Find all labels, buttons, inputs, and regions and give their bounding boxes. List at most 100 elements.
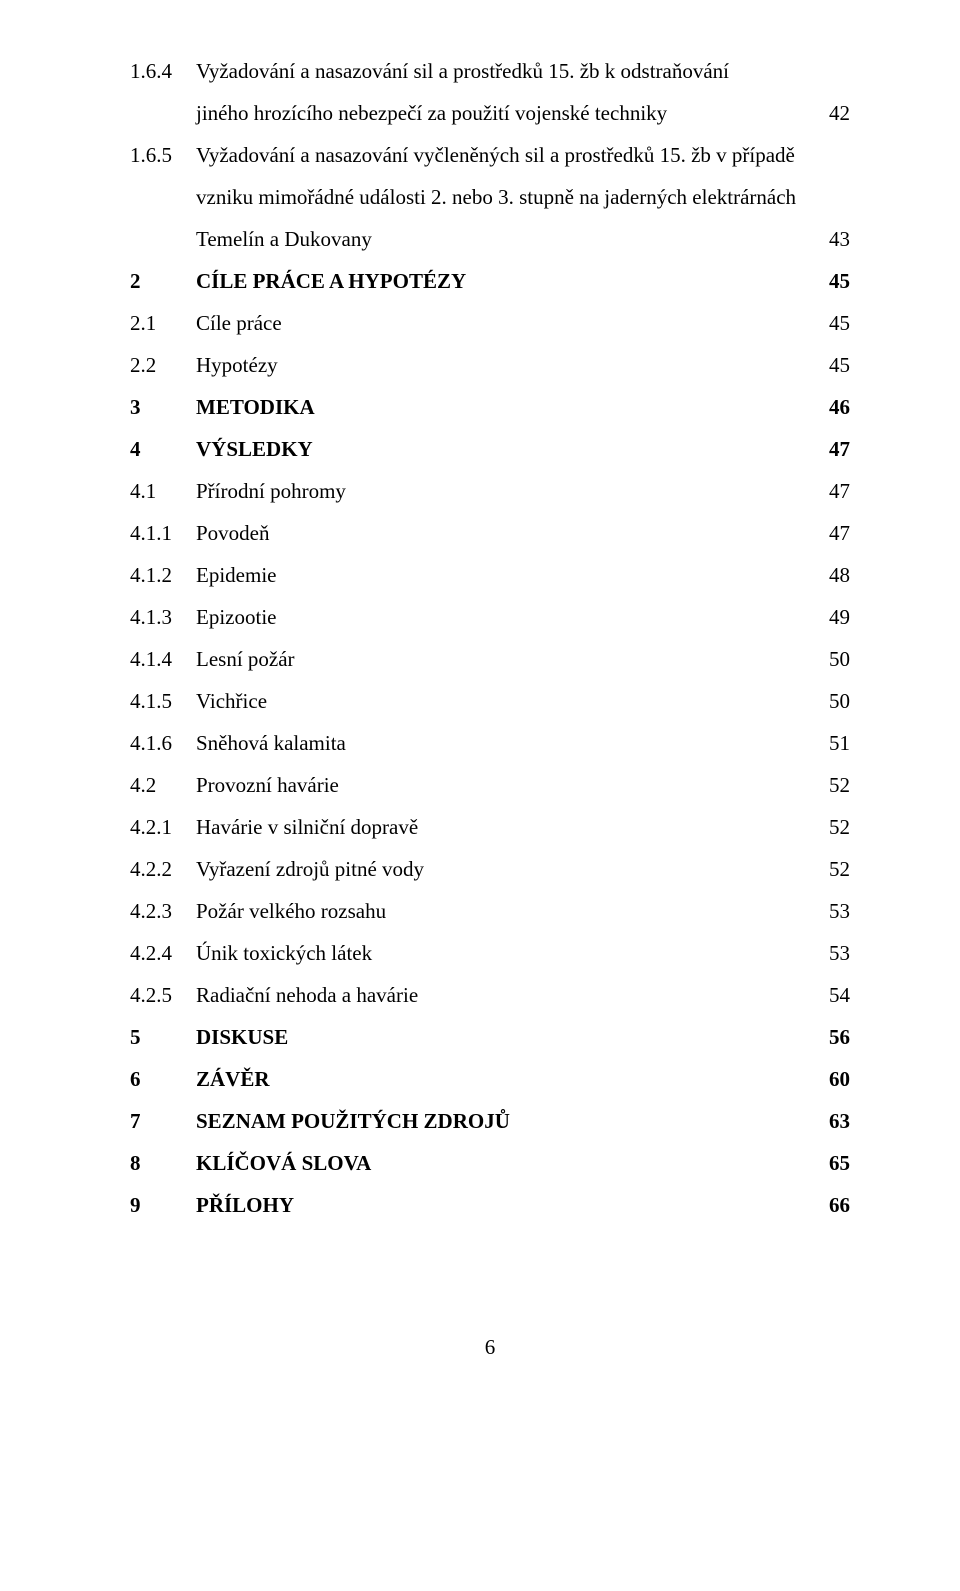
toc-entry-continuation: Temelín a Dukovany 43 <box>130 218 850 260</box>
entry-page: 54 <box>810 974 850 1016</box>
entry-page: 43 <box>810 218 850 260</box>
entry-title: Přírodní pohromy <box>196 470 810 512</box>
entry-page: 52 <box>810 848 850 890</box>
entry-title: Vichřice <box>196 680 810 722</box>
document-page: 1.6.4 Vyžadování a nasazování sil a pros… <box>0 0 960 1408</box>
entry-page: 53 <box>810 932 850 974</box>
toc-entry: 4.1.4 Lesní požár 50 <box>130 638 850 680</box>
entry-number: 7 <box>130 1100 196 1142</box>
entry-number: 4.2.2 <box>130 848 196 890</box>
entry-number: 2.1 <box>130 302 196 344</box>
entry-number: 4 <box>130 428 196 470</box>
page-number: 6 <box>130 1326 850 1368</box>
entry-page: 45 <box>810 344 850 386</box>
toc-entry-continuation: vzniku mimořádné události 2. nebo 3. stu… <box>130 176 850 218</box>
entry-title: Havárie v silniční dopravě <box>196 806 810 848</box>
entry-number: 4.1.6 <box>130 722 196 764</box>
toc-entry: 4.1.1 Povodeň 47 <box>130 512 850 554</box>
toc-entry: 4.1.5 Vichřice 50 <box>130 680 850 722</box>
entry-number: 4.2.3 <box>130 890 196 932</box>
entry-title: Cíle práce <box>196 302 810 344</box>
entry-number: 4.2.4 <box>130 932 196 974</box>
entry-number: 8 <box>130 1142 196 1184</box>
toc-entry: 2.2 Hypotézy 45 <box>130 344 850 386</box>
entry-title: SEZNAM POUŽITÝCH ZDROJŮ <box>196 1100 810 1142</box>
entry-title: Vyžadování a nasazování sil a prostředků… <box>196 50 810 92</box>
entry-number: 1.6.4 <box>130 50 196 92</box>
entry-title: vzniku mimořádné události 2. nebo 3. stu… <box>196 176 810 218</box>
entry-number: 4.2 <box>130 764 196 806</box>
entry-page: 46 <box>810 386 850 428</box>
toc-entry: 1.6.5 Vyžadování a nasazování vyčleněnýc… <box>130 134 850 176</box>
entry-number: 4.2.1 <box>130 806 196 848</box>
entry-title: Radiační nehoda a havárie <box>196 974 810 1016</box>
entry-number: 4.1.4 <box>130 638 196 680</box>
entry-page: 60 <box>810 1058 850 1100</box>
entry-number: 4.1.2 <box>130 554 196 596</box>
entry-title: Temelín a Dukovany <box>196 218 810 260</box>
entry-title: Hypotézy <box>196 344 810 386</box>
entry-page: 47 <box>810 428 850 470</box>
toc-entry-continuation: jiného hrozícího nebezpečí za použití vo… <box>130 92 850 134</box>
entry-number: 4.1.3 <box>130 596 196 638</box>
entry-title: Lesní požár <box>196 638 810 680</box>
toc-entry: 4.1.2 Epidemie 48 <box>130 554 850 596</box>
entry-title: Požár velkého rozsahu <box>196 890 810 932</box>
entry-title: ZÁVĚR <box>196 1058 810 1100</box>
entry-page: 52 <box>810 764 850 806</box>
toc-entry: 4.2.5 Radiační nehoda a havárie 54 <box>130 974 850 1016</box>
entry-number: 2 <box>130 260 196 302</box>
entry-page: 63 <box>810 1100 850 1142</box>
entry-page: 52 <box>810 806 850 848</box>
toc-entry: 4.1.6 Sněhová kalamita 51 <box>130 722 850 764</box>
entry-title: jiného hrozícího nebezpečí za použití vo… <box>196 92 810 134</box>
entry-page: 66 <box>810 1184 850 1226</box>
entry-page: 49 <box>810 596 850 638</box>
entry-title: Sněhová kalamita <box>196 722 810 764</box>
entry-number: 9 <box>130 1184 196 1226</box>
entry-number: 2.2 <box>130 344 196 386</box>
entry-page: 47 <box>810 470 850 512</box>
entry-page: 56 <box>810 1016 850 1058</box>
entry-title: Provozní havárie <box>196 764 810 806</box>
entry-page: 42 <box>810 92 850 134</box>
toc-entry: 4.1 Přírodní pohromy 47 <box>130 470 850 512</box>
entry-title: Únik toxických látek <box>196 932 810 974</box>
toc-entry: 4.2.4 Únik toxických látek 53 <box>130 932 850 974</box>
entry-page: 48 <box>810 554 850 596</box>
entry-page: 53 <box>810 890 850 932</box>
toc-section: 6 ZÁVĚR 60 <box>130 1058 850 1100</box>
entry-title: Vyřazení zdrojů pitné vody <box>196 848 810 890</box>
entry-number: 4.2.5 <box>130 974 196 1016</box>
toc-section: 8 KLÍČOVÁ SLOVA 65 <box>130 1142 850 1184</box>
entry-number: 6 <box>130 1058 196 1100</box>
entry-page: 47 <box>810 512 850 554</box>
toc-entry: 4.2.2 Vyřazení zdrojů pitné vody 52 <box>130 848 850 890</box>
toc-section: 5 DISKUSE 56 <box>130 1016 850 1058</box>
toc-entry: 4.2 Provozní havárie 52 <box>130 764 850 806</box>
entry-title: METODIKA <box>196 386 810 428</box>
entry-title: Povodeň <box>196 512 810 554</box>
entry-number: 3 <box>130 386 196 428</box>
toc-section: 4 VÝSLEDKY 47 <box>130 428 850 470</box>
toc-section: 7 SEZNAM POUŽITÝCH ZDROJŮ 63 <box>130 1100 850 1142</box>
toc-entry: 4.2.3 Požár velkého rozsahu 53 <box>130 890 850 932</box>
toc-entry: 4.2.1 Havárie v silniční dopravě 52 <box>130 806 850 848</box>
toc-section: 2 CÍLE PRÁCE A HYPOTÉZY 45 <box>130 260 850 302</box>
entry-page: 51 <box>810 722 850 764</box>
entry-page: 65 <box>810 1142 850 1184</box>
entry-number: 1.6.5 <box>130 134 196 176</box>
toc-entry: 4.1.3 Epizootie 49 <box>130 596 850 638</box>
entry-title: KLÍČOVÁ SLOVA <box>196 1142 810 1184</box>
toc-entry: 2.1 Cíle práce 45 <box>130 302 850 344</box>
entry-title: Vyžadování a nasazování vyčleněných sil … <box>196 134 810 176</box>
entry-page: 45 <box>810 302 850 344</box>
entry-page: 50 <box>810 680 850 722</box>
entry-number: 4.1.5 <box>130 680 196 722</box>
entry-title: VÝSLEDKY <box>196 428 810 470</box>
entry-number: 5 <box>130 1016 196 1058</box>
toc-section: 3 METODIKA 46 <box>130 386 850 428</box>
entry-title: Epizootie <box>196 596 810 638</box>
toc-entry: 1.6.4 Vyžadování a nasazování sil a pros… <box>130 50 850 92</box>
toc-section: 9 PŘÍLOHY 66 <box>130 1184 850 1226</box>
